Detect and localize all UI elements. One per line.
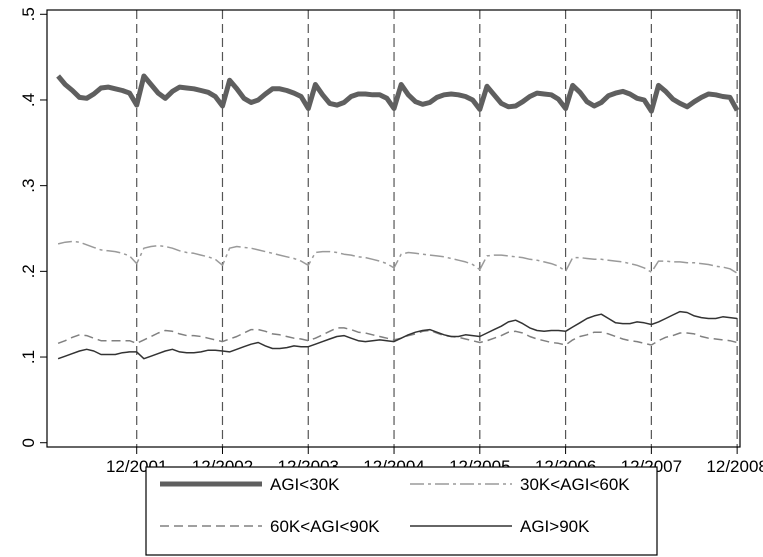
- series-line-2: [57, 327, 738, 346]
- y-tick-label: .3: [19, 179, 38, 193]
- series-line-0: [56, 73, 740, 114]
- series-layer: [56, 73, 740, 360]
- y-tick-label: 0: [19, 438, 38, 447]
- plot-frame: [46, 9, 741, 448]
- x-tick-label: 12/2008: [706, 457, 763, 476]
- y-tick-label: .1: [19, 350, 38, 364]
- legend: AGI<30K 30K<AGI<60K 60K<AGI<90K AGI>90K: [145, 466, 658, 556]
- legend-label: 30K<AGI<60K: [520, 475, 630, 494]
- legend-label: AGI>90K: [520, 517, 590, 536]
- series-line-3: [57, 310, 738, 360]
- y-tick-label: .5: [19, 7, 38, 21]
- legend-label: 60K<AGI<90K: [270, 517, 380, 536]
- reference-lines: [136, 10, 738, 447]
- y-tick-label: .2: [19, 264, 38, 278]
- y-tick-label: .4: [19, 93, 38, 107]
- series-line-1: [57, 240, 738, 274]
- legend-label: AGI<30K: [270, 475, 340, 494]
